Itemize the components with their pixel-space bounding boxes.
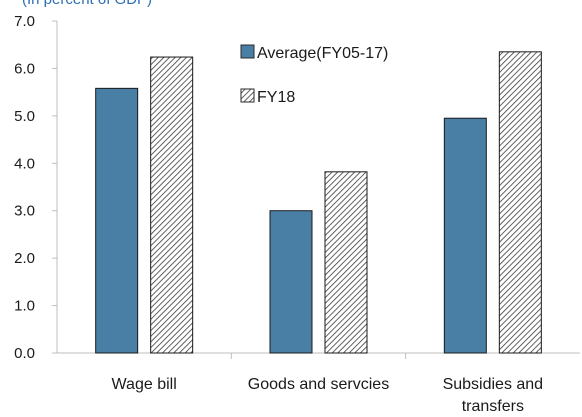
chart-subtitle: (In percent of GDP): [22, 0, 152, 8]
y-tick-label: 7.0: [14, 13, 35, 30]
y-tick-label: 1.0: [14, 298, 35, 315]
bar-average-0: [95, 87, 139, 354]
bar-fy18-2: [498, 51, 542, 354]
category-label: Wage bill: [112, 376, 177, 393]
bar-average-1: [269, 210, 313, 354]
y-tick-label: 3.0: [14, 203, 35, 220]
y-tick-label: 4.0: [14, 155, 35, 172]
legend: Average(FY05-17) FY18: [240, 44, 388, 106]
bars: [95, 51, 542, 354]
legend-label-fy18: FY18: [257, 89, 295, 106]
category-label: transfers: [462, 398, 524, 415]
bar-fy18-0: [150, 56, 194, 354]
bar-average-2: [443, 117, 487, 354]
legend-label-average: Average(FY05-17): [257, 45, 388, 62]
y-tick-label: 6.0: [14, 60, 35, 77]
y-tick-label: 2.0: [14, 250, 35, 267]
legend-swatch-average: [240, 44, 255, 59]
bar-fy18-1: [324, 171, 368, 354]
y-tick-label: 5.0: [14, 108, 35, 125]
y-axis: 0.0 1.0 2.0 3.0 4.0 5.0 6.0 7.0: [14, 13, 58, 362]
category-label: Goods and servcies: [248, 376, 389, 393]
x-axis: [57, 352, 580, 359]
legend-swatch-fy18: [240, 88, 255, 103]
category-labels: Wage bill Goods and servcies Subsidies and…: [112, 376, 544, 415]
category-label: Subsidies and: [443, 376, 544, 393]
y-tick-label: 0.0: [14, 345, 35, 362]
